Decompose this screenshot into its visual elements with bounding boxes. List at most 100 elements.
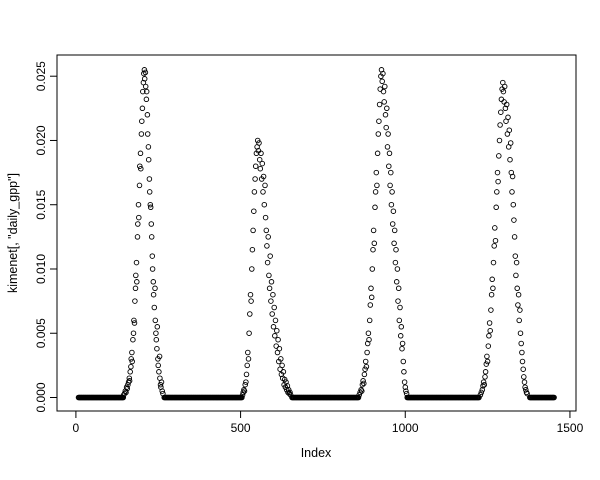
data-point: [507, 156, 513, 163]
data-point: [159, 388, 165, 394]
data-point: [401, 379, 408, 385]
data-point: [399, 345, 405, 352]
data-point: [269, 311, 275, 317]
y-tick-label: 0.015: [34, 189, 48, 219]
data-point: [131, 320, 138, 326]
data-point: [270, 291, 276, 298]
data-point: [359, 388, 365, 394]
data-point: [494, 189, 500, 195]
data-point: [264, 243, 270, 249]
data-point: [272, 333, 278, 339]
data-point: [484, 353, 490, 360]
data-point: [129, 358, 135, 365]
data-point: [260, 173, 267, 180]
data-point: [146, 189, 153, 195]
data-point: [371, 240, 378, 247]
data-point: [362, 358, 369, 365]
data-point: [492, 237, 499, 244]
x-tick-label: 1500: [557, 421, 584, 435]
data-point: [247, 311, 253, 317]
data-point: [267, 253, 273, 259]
data-point: [133, 259, 140, 266]
data-point: [157, 381, 164, 388]
data-point: [374, 182, 380, 189]
data-point: [360, 378, 366, 384]
data-point: [145, 144, 152, 150]
data-point: [128, 356, 134, 362]
y-tick-label: 0.000: [34, 382, 48, 412]
data-point: [126, 378, 133, 384]
data-point: [370, 227, 377, 234]
data-point: [156, 353, 163, 360]
data-point: [137, 150, 144, 157]
data-point: [479, 387, 486, 393]
data-point: [497, 122, 503, 128]
data-point: [519, 349, 525, 356]
data-point: [243, 371, 250, 378]
plot-border: [56, 54, 577, 412]
data-point: [510, 201, 517, 208]
data-point: [266, 285, 273, 292]
y-axis-label: kimenet[, "daily_gpp"]: [6, 173, 20, 293]
data-point: [265, 234, 271, 240]
data-point: [268, 279, 275, 285]
data-point: [503, 101, 510, 108]
data-point: [403, 388, 409, 394]
data-point: [492, 225, 498, 231]
data-point: [389, 189, 395, 195]
data-point: [258, 150, 264, 157]
data-point: [500, 88, 507, 95]
data-point: [154, 345, 160, 352]
data-point: [480, 379, 487, 385]
y-tick-label: 0.020: [34, 125, 48, 155]
data-point: [398, 324, 405, 330]
data-point: [134, 279, 140, 285]
data-point: [370, 246, 376, 253]
data-point: [363, 363, 370, 370]
data-point: [487, 327, 493, 334]
data-point: [397, 304, 403, 311]
data-point: [505, 114, 511, 121]
data-point: [153, 330, 159, 336]
data-point: [155, 362, 161, 369]
data-point: [139, 105, 146, 112]
data-point: [392, 259, 399, 266]
data-point: [517, 330, 524, 336]
data-point: [271, 304, 277, 311]
data-point: [243, 379, 249, 385]
data-point: [501, 99, 507, 105]
data-point: [486, 333, 492, 339]
data-point: [382, 83, 388, 90]
data-point: [144, 112, 151, 118]
data-point: [268, 298, 274, 304]
data-point: [400, 358, 407, 365]
data-point: [498, 96, 505, 103]
data-point: [384, 105, 390, 112]
data-point: [507, 140, 514, 146]
data-point: [133, 272, 139, 279]
y-tick-label: 0.005: [34, 318, 48, 348]
data-point: [252, 176, 258, 182]
data-point: [244, 362, 250, 369]
data-point: [384, 144, 391, 150]
data-point: [486, 320, 493, 326]
data-point: [513, 272, 519, 279]
data-point: [142, 69, 149, 76]
data-point: [369, 266, 376, 272]
data-point: [144, 131, 151, 137]
data-point: [397, 333, 404, 339]
data-point: [140, 88, 146, 95]
data-point: [130, 336, 136, 343]
data-point: [141, 76, 148, 82]
data-point: [136, 182, 143, 189]
x-tick-label: 1000: [392, 421, 419, 435]
data-points: [75, 67, 557, 401]
data-point: [138, 131, 145, 137]
data-point: [368, 285, 374, 292]
data-point: [524, 390, 530, 397]
data-point: [355, 394, 362, 401]
data-point: [242, 381, 248, 388]
data-point: [279, 362, 285, 369]
data-point: [493, 204, 499, 211]
data-point: [283, 387, 290, 393]
